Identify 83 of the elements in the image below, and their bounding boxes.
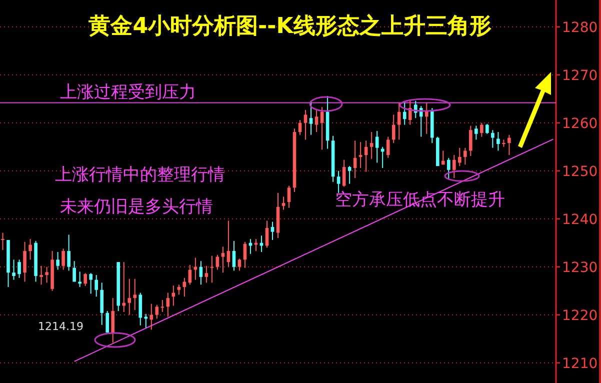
y-tick-label: 1210	[562, 356, 598, 372]
candlestick	[496, 131, 500, 152]
candlestick	[309, 100, 313, 136]
candlestick	[150, 303, 154, 330]
candlestick	[188, 264, 192, 286]
candlestick	[12, 259, 16, 280]
candlestick	[199, 260, 203, 286]
candlestick	[502, 139, 506, 148]
candlestick	[221, 246, 225, 274]
candlestick	[232, 240, 236, 272]
candlestick	[84, 272, 87, 287]
candlestick	[282, 196, 286, 210]
candlestick	[56, 251, 60, 270]
y-tick-label: 1230	[562, 260, 598, 276]
candlestick	[238, 258, 242, 272]
candlestick	[166, 292, 170, 318]
candlestick	[155, 304, 159, 320]
ref-line-label: 上涨过程受到压力	[60, 82, 196, 103]
annotation: 上涨行情中的整理行情	[55, 165, 225, 185]
candlestick	[270, 221, 274, 240]
candlestick	[111, 298, 115, 344]
annotation: 空方承压低点不断提升	[335, 190, 505, 210]
candlestick	[304, 109, 308, 140]
candlestick	[160, 299, 164, 312]
candlestick	[133, 278, 137, 311]
candlestick	[177, 284, 181, 296]
candlestick	[78, 271, 82, 288]
candlestick	[106, 310, 109, 334]
annotation: 未来仍旧是多头行情	[60, 197, 213, 217]
candlestick	[392, 114, 396, 144]
candlestick	[89, 272, 92, 294]
candlestick	[348, 166, 352, 184]
candlestick	[287, 185, 291, 208]
y-tick-label: 1250	[562, 164, 598, 180]
annotation: 1214.19	[38, 320, 84, 333]
y-tick-label: 1280	[562, 20, 598, 36]
candlestick	[128, 278, 132, 316]
candlestick	[226, 220, 230, 268]
candlestick	[122, 262, 126, 312]
y-tick-label: 1260	[562, 116, 598, 132]
candlestick	[298, 119, 302, 136]
candlestick	[469, 125, 472, 156]
candlestick	[386, 136, 390, 158]
candlestick	[18, 259, 21, 278]
candlestick	[464, 147, 467, 166]
text: 黄金4小时分析图--K线形态之上升三角形	[88, 13, 492, 39]
candlestick	[45, 266, 48, 284]
candlestick	[28, 238, 32, 260]
candlestick	[458, 147, 462, 167]
candlestick	[216, 254, 220, 270]
candlestick	[408, 100, 412, 126]
candlestick	[375, 130, 379, 164]
candlestick	[254, 238, 258, 252]
candlestick	[486, 123, 489, 134]
candlestick	[491, 130, 494, 148]
candlestick	[342, 159, 346, 188]
candlestick	[402, 102, 406, 126]
candlestick	[424, 102, 428, 134]
candlestick	[23, 241, 26, 282]
candlestick	[397, 102, 401, 140]
y-tick-label: 1240	[562, 212, 598, 228]
candlestick	[67, 234, 70, 272]
candlestick	[1, 232, 4, 251]
candlestick	[370, 131, 374, 160]
candlestick	[474, 125, 478, 140]
candlestick	[62, 248, 65, 270]
candlestick	[182, 277, 186, 298]
candlestick	[320, 106, 324, 150]
y-tick-label: 1270	[562, 68, 598, 84]
candlestick	[353, 140, 357, 179]
candlestick	[100, 282, 104, 326]
candlestick	[72, 260, 76, 282]
candlestick	[480, 122, 484, 138]
candlestick	[204, 265, 208, 284]
y-tick-label: 1220	[562, 308, 598, 324]
candlestick	[94, 274, 98, 298]
candlestick	[314, 109, 318, 132]
candlestick	[138, 292, 142, 326]
candlestick	[508, 134, 511, 156]
candlestick	[210, 255, 214, 284]
candlestick	[40, 265, 43, 286]
candlestick	[441, 150, 445, 166]
candlestick	[358, 142, 362, 168]
